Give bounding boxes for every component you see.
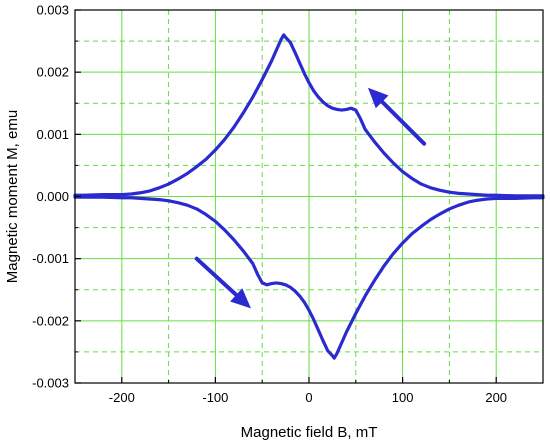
direction-arrow-1 [367,87,427,146]
y-tick-label: 0.001 [36,127,69,142]
x-tick-label: 0 [305,390,312,405]
arrow-shaft [380,99,427,146]
arrow-layer [194,87,427,309]
curve-layer [73,33,545,360]
y-tick-label: -0.003 [32,376,69,391]
x-tick-label: 100 [392,390,414,405]
y-tick-label: 0.003 [36,3,69,18]
x-tick-label: -200 [109,390,135,405]
arrow-head [230,288,251,309]
x-tick-label: 200 [485,390,507,405]
y-tick-label: -0.002 [32,313,69,328]
y-tick-label: 0.002 [36,65,69,80]
x-axis-title: Magnetic field B, mT [241,424,378,441]
direction-arrow-2 [194,256,251,309]
arrow-shaft [194,256,239,297]
x-tick-label: -100 [202,390,228,405]
y-tick-label: 0.000 [36,189,69,204]
y-axis-title: Magnetic moment M, emu [4,110,21,283]
y-tick-label: -0.001 [32,251,69,266]
arrow-head [367,87,389,109]
axis-ticks: -200 -100 0 100 200 -0.003 -0.002 -0.001 0.000 0.… [32,3,507,406]
grid [75,9,543,384]
series-line-1 [73,33,545,198]
series-line-2 [73,195,545,360]
